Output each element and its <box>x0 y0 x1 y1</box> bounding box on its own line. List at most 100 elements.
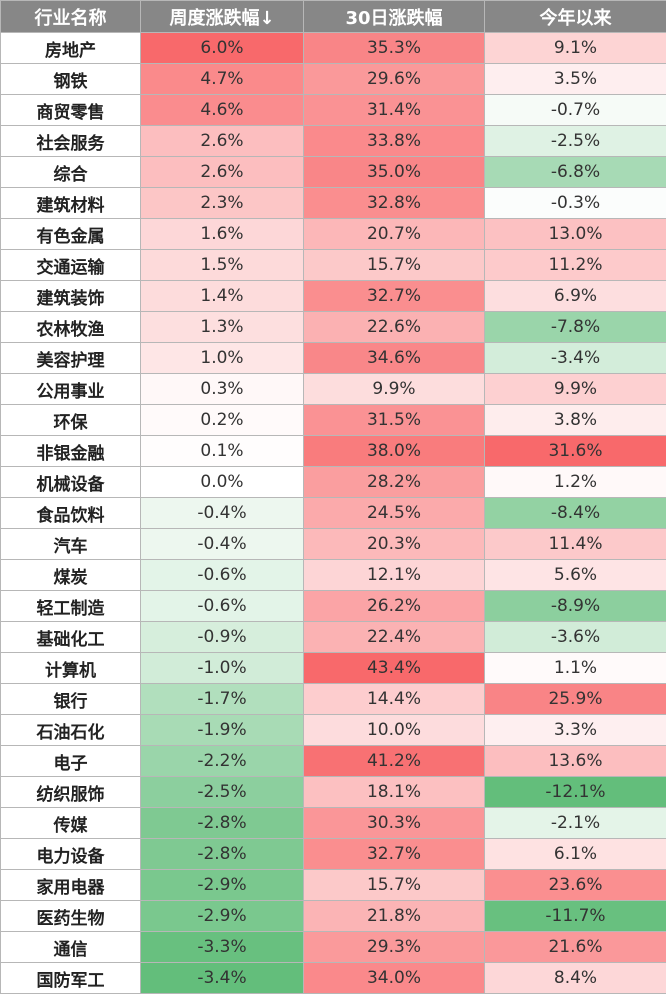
table-row: 基础化工-0.9%22.4%-3.6% <box>1 622 666 653</box>
industry-name-cell: 煤炭 <box>1 560 141 591</box>
header-weekly-change[interactable]: 周度涨跌幅↓ <box>141 1 304 33</box>
d30-change-cell: 41.2% <box>304 746 485 777</box>
industry-name-cell: 房地产 <box>1 33 141 64</box>
industry-name-cell: 综合 <box>1 157 141 188</box>
d30-change-cell: 34.0% <box>304 963 485 994</box>
ytd-change-cell: 21.6% <box>485 932 666 963</box>
d30-change-cell: 15.7% <box>304 870 485 901</box>
d30-change-cell: 24.5% <box>304 498 485 529</box>
industry-name-cell: 农林牧渔 <box>1 312 141 343</box>
d30-change-cell: 32.7% <box>304 839 485 870</box>
weekly-change-cell: 0.3% <box>141 374 304 405</box>
d30-change-cell: 10.0% <box>304 715 485 746</box>
d30-change-cell: 14.4% <box>304 684 485 715</box>
weekly-change-cell: -0.9% <box>141 622 304 653</box>
weekly-change-cell: 1.6% <box>141 219 304 250</box>
d30-change-cell: 22.4% <box>304 622 485 653</box>
weekly-change-cell: 6.0% <box>141 33 304 64</box>
table-row: 计算机-1.0%43.4%1.1% <box>1 653 666 684</box>
weekly-change-cell: 0.0% <box>141 467 304 498</box>
weekly-change-cell: -0.4% <box>141 529 304 560</box>
weekly-change-cell: -0.4% <box>141 498 304 529</box>
ytd-change-cell: -7.8% <box>485 312 666 343</box>
industry-name-cell: 机械设备 <box>1 467 141 498</box>
industry-name-cell: 纺织服饰 <box>1 777 141 808</box>
industry-name-cell: 电子 <box>1 746 141 777</box>
d30-change-cell: 33.8% <box>304 126 485 157</box>
table-row: 汽车-0.4%20.3%11.4% <box>1 529 666 560</box>
industry-name-cell: 有色金属 <box>1 219 141 250</box>
weekly-change-cell: -0.6% <box>141 560 304 591</box>
industry-name-cell: 汽车 <box>1 529 141 560</box>
weekly-change-cell: 1.5% <box>141 250 304 281</box>
weekly-change-cell: -2.9% <box>141 901 304 932</box>
table-row: 电力设备-2.8%32.7%6.1% <box>1 839 666 870</box>
d30-change-cell: 34.6% <box>304 343 485 374</box>
industry-name-cell: 传媒 <box>1 808 141 839</box>
industry-name-cell: 公用事业 <box>1 374 141 405</box>
industry-name-cell: 银行 <box>1 684 141 715</box>
weekly-change-cell: 0.1% <box>141 436 304 467</box>
weekly-change-cell: 2.6% <box>141 157 304 188</box>
table-row: 银行-1.7%14.4%25.9% <box>1 684 666 715</box>
weekly-change-cell: 1.4% <box>141 281 304 312</box>
ytd-change-cell: 6.9% <box>485 281 666 312</box>
d30-change-cell: 31.5% <box>304 405 485 436</box>
industry-name-cell: 社会服务 <box>1 126 141 157</box>
industry-name-cell: 基础化工 <box>1 622 141 653</box>
weekly-change-cell: 2.6% <box>141 126 304 157</box>
ytd-change-cell: 8.4% <box>485 963 666 994</box>
industry-name-cell: 美容护理 <box>1 343 141 374</box>
industry-name-cell: 交通运输 <box>1 250 141 281</box>
ytd-change-cell: 25.9% <box>485 684 666 715</box>
industry-name-cell: 通信 <box>1 932 141 963</box>
weekly-change-cell: 0.2% <box>141 405 304 436</box>
ytd-change-cell: -8.9% <box>485 591 666 622</box>
d30-change-cell: 29.3% <box>304 932 485 963</box>
weekly-change-cell: -1.0% <box>141 653 304 684</box>
ytd-change-cell: 1.2% <box>485 467 666 498</box>
industry-name-cell: 食品饮料 <box>1 498 141 529</box>
ytd-change-cell: -11.7% <box>485 901 666 932</box>
ytd-change-cell: -0.7% <box>485 95 666 126</box>
d30-change-cell: 20.3% <box>304 529 485 560</box>
header-ytd-change[interactable]: 今年以来 <box>485 1 666 33</box>
ytd-change-cell: 9.9% <box>485 374 666 405</box>
weekly-change-cell: 1.0% <box>141 343 304 374</box>
weekly-change-cell: 4.6% <box>141 95 304 126</box>
d30-change-cell: 32.8% <box>304 188 485 219</box>
ytd-change-cell: -12.1% <box>485 777 666 808</box>
weekly-change-cell: 4.7% <box>141 64 304 95</box>
d30-change-cell: 18.1% <box>304 777 485 808</box>
industry-name-cell: 建筑材料 <box>1 188 141 219</box>
d30-change-cell: 32.7% <box>304 281 485 312</box>
d30-change-cell: 12.1% <box>304 560 485 591</box>
d30-change-cell: 22.6% <box>304 312 485 343</box>
d30-change-cell: 29.6% <box>304 64 485 95</box>
weekly-change-cell: -2.8% <box>141 839 304 870</box>
header-industry-name[interactable]: 行业名称 <box>1 1 141 33</box>
d30-change-cell: 43.4% <box>304 653 485 684</box>
weekly-change-cell: -2.5% <box>141 777 304 808</box>
ytd-change-cell: 9.1% <box>485 33 666 64</box>
header-30day-change[interactable]: 30日涨跌幅 <box>304 1 485 33</box>
ytd-change-cell: 11.2% <box>485 250 666 281</box>
ytd-change-cell: -3.4% <box>485 343 666 374</box>
d30-change-cell: 30.3% <box>304 808 485 839</box>
d30-change-cell: 26.2% <box>304 591 485 622</box>
industry-name-cell: 石油石化 <box>1 715 141 746</box>
industry-name-cell: 环保 <box>1 405 141 436</box>
industry-name-cell: 商贸零售 <box>1 95 141 126</box>
table-row: 国防军工-3.4%34.0%8.4% <box>1 963 666 994</box>
ytd-change-cell: 6.1% <box>485 839 666 870</box>
ytd-change-cell: -8.4% <box>485 498 666 529</box>
industry-name-cell: 钢铁 <box>1 64 141 95</box>
